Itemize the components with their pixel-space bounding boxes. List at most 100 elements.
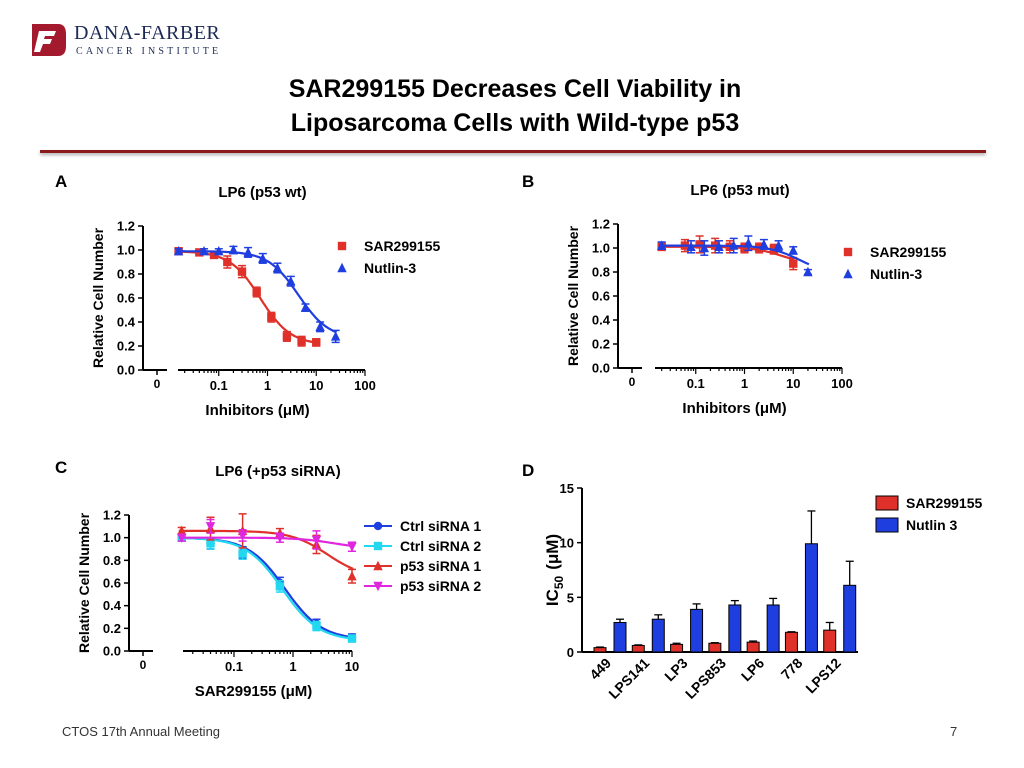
data-point	[275, 582, 285, 591]
y-tick-label: 0	[567, 645, 574, 660]
x-category-label: LPS141	[605, 655, 652, 702]
legend-marker	[373, 560, 383, 571]
legend-label: p53 siRNA 1	[400, 558, 481, 574]
legend-marker	[337, 262, 347, 273]
logo-subtitle: CANCER INSTITUTE	[76, 46, 222, 57]
data-point	[699, 242, 710, 253]
y-axis-label-unit: (μM)	[543, 534, 562, 570]
bar	[728, 604, 742, 653]
x-tick-label: 10	[345, 659, 359, 674]
data-point	[228, 244, 239, 255]
legend-marker	[337, 241, 347, 251]
data-point	[330, 331, 341, 341]
x-category-label: 449	[586, 655, 614, 683]
panel-letter-c: C	[55, 458, 68, 477]
y-tick-label: 1.0	[117, 243, 135, 258]
bar	[651, 618, 665, 653]
data-point	[214, 246, 224, 256]
x-axis-label: SAR299155 (μM)	[195, 683, 313, 700]
x-category-label: LPS12	[802, 655, 844, 697]
plot-area-a: 0.0 0.2 0.4 0.6 0.8 1.0 1.2 0 0.1 1 10 100 Inhibitor…	[90, 219, 440, 420]
data-point	[347, 571, 357, 581]
data-point	[243, 247, 253, 257]
data-point	[267, 313, 276, 322]
y-tick-label: 1.2	[592, 217, 610, 232]
x-tick-label: 1	[289, 659, 296, 674]
data-point	[282, 332, 292, 341]
bar	[708, 642, 722, 653]
data-point	[740, 243, 749, 253]
logo-emblem-icon	[32, 24, 66, 56]
x-tick-label: 0	[140, 658, 147, 672]
x-tick-label: 0	[154, 377, 161, 391]
bar	[746, 641, 760, 653]
panel-b-title: LP6 (p53 mut)	[690, 182, 790, 199]
y-tick-label: 5	[567, 590, 574, 605]
x-tick-label: 10	[309, 378, 323, 393]
data-point	[252, 287, 261, 297]
y-tick-label: 1.0	[103, 530, 121, 545]
y-tick-label: 0.8	[103, 553, 121, 568]
data-point	[173, 246, 184, 256]
data-point	[311, 535, 322, 546]
data-point	[177, 533, 187, 543]
legend: Ctrl siRNA 1 Ctrl siRNA 2 p53 siRNA 1 p53 s…	[364, 518, 481, 594]
data-point	[347, 542, 357, 552]
y-tick-label: 1.2	[117, 219, 135, 234]
y-tick-label: 0.6	[103, 576, 121, 591]
x-category-label: LP6	[738, 655, 768, 685]
footer-page-number: 7	[950, 724, 958, 739]
y-axis-label: Relative Cell Number	[90, 227, 106, 368]
y-tick-label: 0.4	[592, 313, 611, 328]
data-point	[686, 241, 696, 251]
data-point	[789, 259, 798, 268]
bar	[823, 629, 837, 653]
y-tick-label: 0.2	[592, 337, 610, 352]
data-point	[803, 266, 813, 277]
data-point	[312, 338, 321, 347]
x-axis-label: Inhibitors (μM)	[205, 402, 309, 419]
y-axis-label: IC50 (μM)	[543, 534, 566, 606]
data-point	[788, 245, 798, 255]
y-tick-label: 10	[560, 536, 574, 551]
slide-title-line-2: Liposarcoma Cells with Wild-type p53	[290, 109, 740, 137]
x-category-label: LP3	[661, 655, 691, 685]
legend-swatch	[875, 495, 899, 511]
bar	[804, 543, 818, 653]
logo-name: DANA-FARBER	[74, 22, 221, 44]
data-point	[728, 240, 739, 250]
y-tick-label: 0.0	[103, 644, 121, 659]
legend-marker	[843, 247, 853, 257]
x-tick-label: 0	[629, 375, 636, 389]
data-point	[177, 525, 187, 536]
y-tick-label: 0.4	[103, 598, 122, 613]
panel-a-title: LP6 (p53 wt)	[218, 184, 307, 201]
legend-label: SAR299155	[906, 495, 982, 511]
y-tick-label: 1.2	[103, 508, 121, 523]
y-axis-label-subscript: 50	[552, 575, 566, 589]
data-point	[209, 250, 219, 259]
plot-area-c: 0.0 0.2 0.4 0.6 0.8 1.0 1.2 0 0.1 1 10 SAR299155 (μ…	[76, 508, 481, 701]
data-point	[656, 240, 667, 250]
series-nutlin-3	[173, 244, 341, 344]
y-axis-label: Relative Cell Number	[565, 225, 581, 366]
bar	[613, 621, 627, 653]
x-tick-label: 0.1	[687, 376, 705, 391]
bar	[784, 631, 798, 653]
x-tick-label: 100	[831, 376, 853, 391]
data-point	[237, 267, 247, 276]
y-tick-label: 1.0	[592, 241, 610, 256]
legend-label: Ctrl siRNA 1	[400, 518, 481, 534]
x-tick-label: 1	[741, 376, 748, 391]
panel-letter-b: B	[522, 172, 535, 191]
data-point	[714, 241, 724, 251]
series-p53-sirna-2	[177, 518, 357, 553]
legend-marker	[373, 521, 383, 531]
data-point	[286, 276, 296, 286]
bar	[690, 608, 704, 653]
data-point	[275, 533, 285, 543]
data-point	[695, 240, 704, 249]
panel-letter-d: D	[522, 461, 535, 480]
